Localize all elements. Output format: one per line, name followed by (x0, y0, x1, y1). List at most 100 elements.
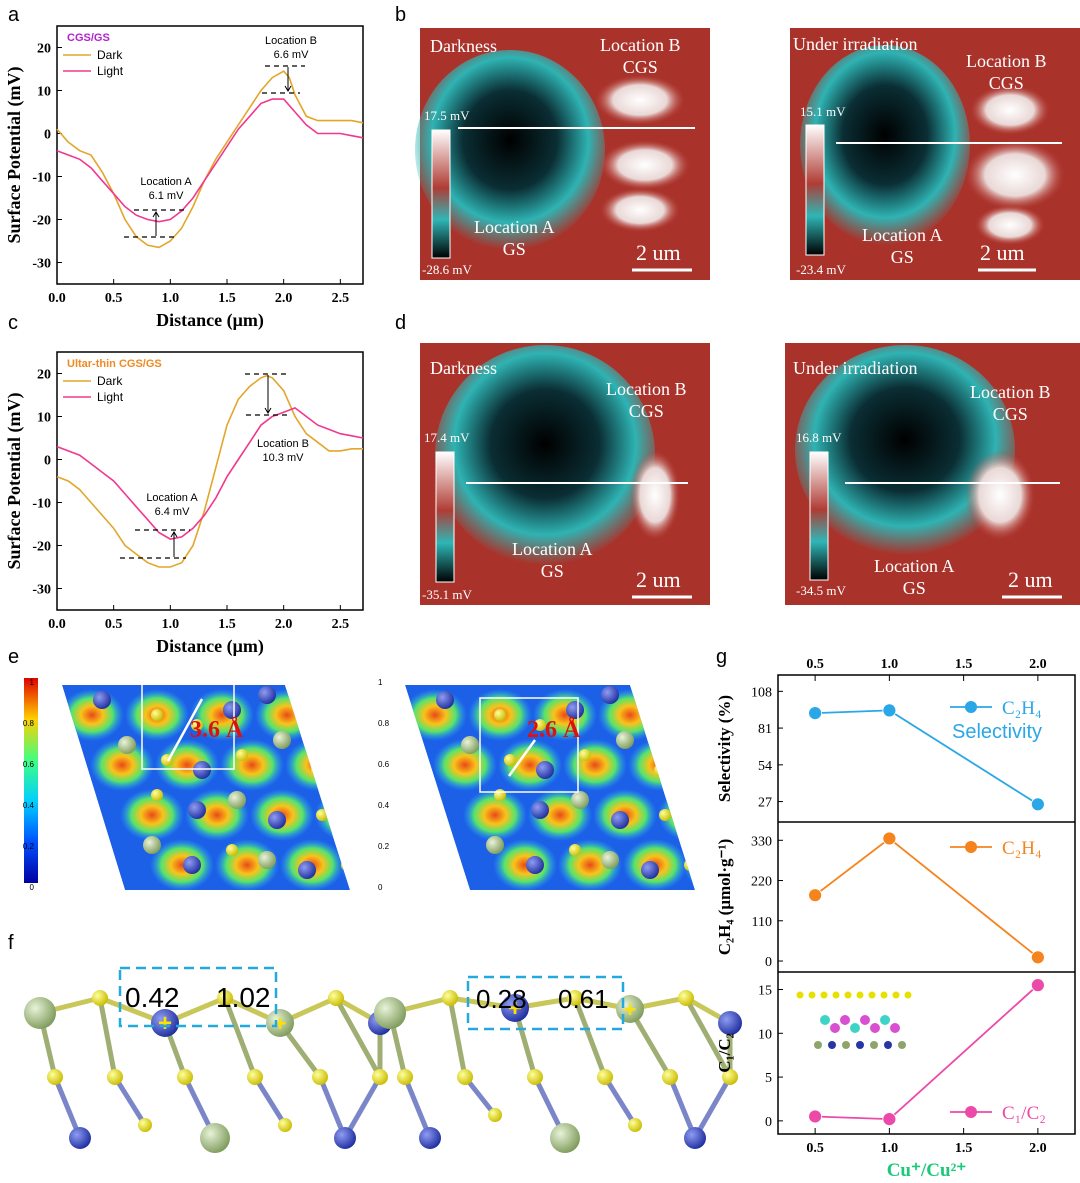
y-tick-label: 15 (758, 984, 772, 999)
y-tick-label: 220 (751, 875, 772, 890)
legend-marker (965, 841, 977, 853)
legend-label: C₂H₄ (1002, 698, 1042, 719)
bond (252, 1075, 288, 1127)
plus-sign: + (508, 995, 522, 1022)
density-hotspot (405, 689, 467, 741)
annotation: 10.3 mV (263, 452, 305, 464)
density-lobe (820, 1015, 830, 1025)
atom (278, 1118, 292, 1132)
atom (266, 1009, 294, 1037)
afm-b-right-title: Under irradiation (793, 34, 918, 54)
x-tick-label: 1.0 (162, 291, 180, 306)
series-line-light (56, 98, 364, 223)
atom (678, 990, 694, 1006)
x-tick-label: 0.5 (105, 617, 123, 632)
y-tick-label: -10 (32, 171, 51, 186)
charge-density-maps (24, 674, 695, 890)
atom (151, 789, 163, 801)
afm-d-right (785, 343, 1080, 605)
highlight-box-left (118, 966, 278, 1028)
atom (328, 990, 344, 1006)
atom (188, 801, 206, 819)
afm-d-right-title: Under irradiation (793, 358, 918, 378)
atom (828, 1041, 836, 1049)
bond (222, 997, 258, 1078)
afm-d-left-loca: Location A GS (512, 539, 593, 581)
arrow-head (170, 531, 178, 538)
atom (494, 789, 506, 801)
atom (898, 1041, 906, 1049)
plus-sign: + (158, 1010, 172, 1037)
atom (118, 736, 136, 754)
bond (602, 1075, 638, 1127)
data-point (882, 1112, 897, 1127)
annotation: Location A (146, 492, 198, 504)
x-tick-label: 2.5 (332, 617, 350, 632)
atom (488, 1108, 502, 1122)
panel-label-e: e (8, 646, 20, 668)
plot-frame (56, 25, 364, 285)
density-hotspot (433, 739, 497, 791)
atom (258, 851, 276, 869)
y-tick-label: 110 (752, 915, 772, 930)
atom (820, 991, 828, 999)
y-tick-label: 81 (758, 722, 772, 737)
atom (844, 991, 852, 999)
legend-label: Light (97, 390, 124, 404)
atom (268, 811, 286, 829)
x-tick-label: 0.5 (105, 291, 123, 306)
y-tick-label: -30 (32, 257, 51, 272)
panel-label-g: g (716, 646, 728, 668)
afm-d-right-locb: Location B CGS (970, 382, 1051, 424)
selectivity-chart-g: 0.5 0.5 1.0 1.0 1.5 1.5 2.0 2.0 Cu⁺/Cu²⁺ 108 81 54 2… (715, 657, 1076, 1181)
atom (236, 749, 248, 761)
atom (93, 691, 111, 709)
density-hotspot (120, 789, 184, 841)
distance-right: 2.6 Å (527, 717, 581, 743)
atom (884, 1041, 892, 1049)
plus-sign: + (274, 1011, 287, 1036)
y-tick-label: 20 (37, 368, 51, 383)
atom (597, 1069, 613, 1085)
arrow-head (152, 211, 160, 218)
x-axis-label: Distance (μm) (156, 310, 264, 331)
atom (814, 1041, 822, 1049)
arrow-head (264, 407, 272, 414)
atom (312, 1069, 328, 1085)
atom (457, 1069, 473, 1085)
density-hotspot (220, 739, 284, 791)
atom (183, 856, 201, 874)
afm-b-left-scale: 2 um (636, 240, 681, 265)
atom (258, 686, 276, 704)
atom (501, 994, 529, 1022)
legend-label-2: Selectivity (952, 721, 1042, 743)
atom (316, 809, 328, 821)
legend-label: Dark (97, 374, 123, 388)
density-lobe (860, 1015, 870, 1025)
density-map-right (405, 685, 695, 890)
afm-images (415, 28, 1080, 605)
atom (892, 991, 900, 999)
atom (92, 990, 108, 1006)
bond (333, 996, 383, 1079)
inset-structure (796, 985, 920, 1057)
afm-d-left-locb: Location B CGS (606, 379, 687, 421)
atom (856, 991, 864, 999)
atom (616, 731, 634, 749)
atom (832, 991, 840, 999)
bond (342, 1075, 383, 1140)
afm-b-right-max: 15.1 mV (800, 104, 846, 119)
afm-b-left (415, 28, 710, 280)
annotation: 6.6 mV (274, 49, 310, 61)
atom (526, 856, 544, 874)
data-point (1030, 978, 1045, 993)
atom (718, 1011, 742, 1035)
annotation: 6.1 mV (149, 190, 185, 202)
y-tick-label: 330 (751, 834, 772, 849)
atom (579, 749, 591, 761)
y-tick-label: 0 (44, 128, 51, 143)
arrow-head (284, 85, 292, 92)
x-tick-label: 1.5 (218, 617, 236, 632)
atom (151, 709, 163, 721)
colorbar-ticks-left: 1 0.8 0.6 0.4 0.2 0 (22, 678, 34, 892)
